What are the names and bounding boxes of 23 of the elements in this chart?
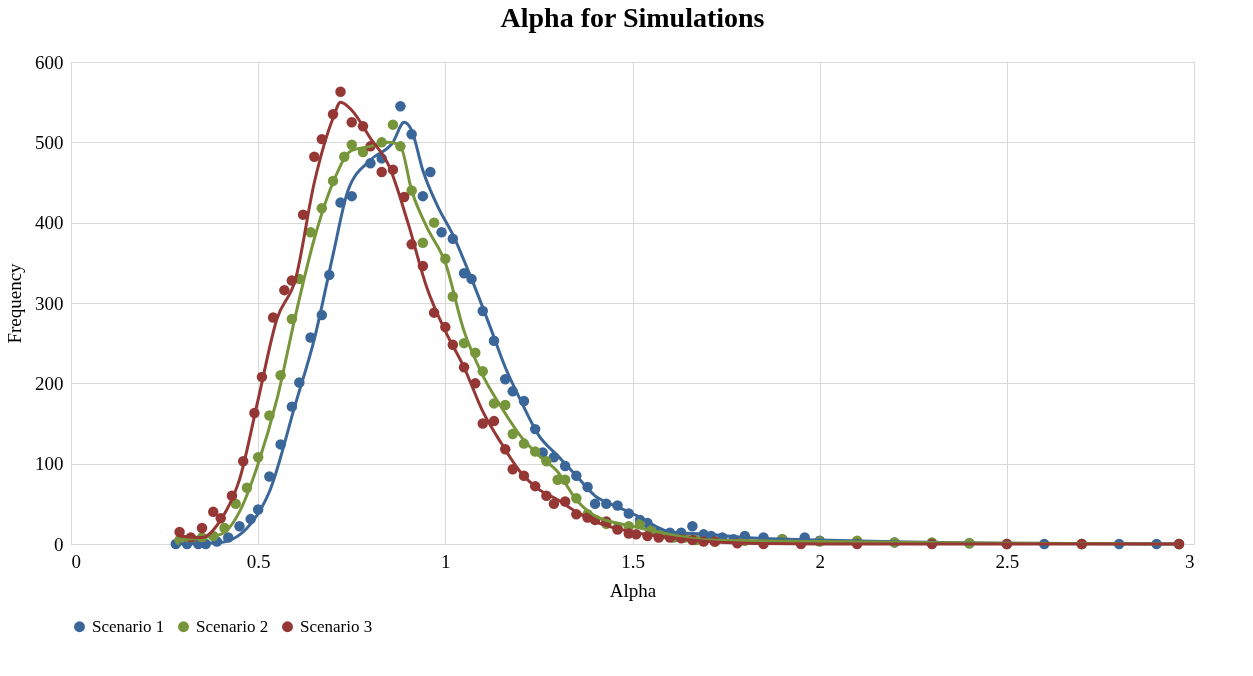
- legend-label: Scenario 1: [92, 616, 165, 636]
- y-tick-label: 500: [35, 131, 64, 153]
- y-tick-label: 600: [35, 51, 64, 73]
- y-tick-label: 100: [35, 453, 64, 475]
- x-tick-label: 0.5: [246, 550, 271, 572]
- y-tick-label: 400: [35, 212, 64, 234]
- x-tick-label: 1: [441, 550, 451, 572]
- x-tick-label: 2.5: [995, 550, 1020, 572]
- y-tick-label: 0: [54, 533, 64, 555]
- chart-title: Alpha for Simulations: [500, 2, 765, 33]
- x-tick-label: 1.5: [621, 550, 645, 572]
- x-axis-title: Alpha: [609, 579, 657, 601]
- point: [417, 237, 429, 248]
- legend-label: Scenario 3: [300, 616, 373, 636]
- y-tick-label: 300: [35, 292, 64, 314]
- point: [428, 217, 440, 228]
- x-tick-label: 2: [815, 550, 825, 572]
- legend-label: Scenario 2: [196, 616, 269, 636]
- x-tick-label: 3: [1185, 550, 1195, 572]
- point: [387, 119, 399, 130]
- y-tick-label: 200: [35, 372, 64, 394]
- y-axis-title: Frequency: [4, 262, 25, 344]
- x-tick-label: 0: [71, 550, 81, 572]
